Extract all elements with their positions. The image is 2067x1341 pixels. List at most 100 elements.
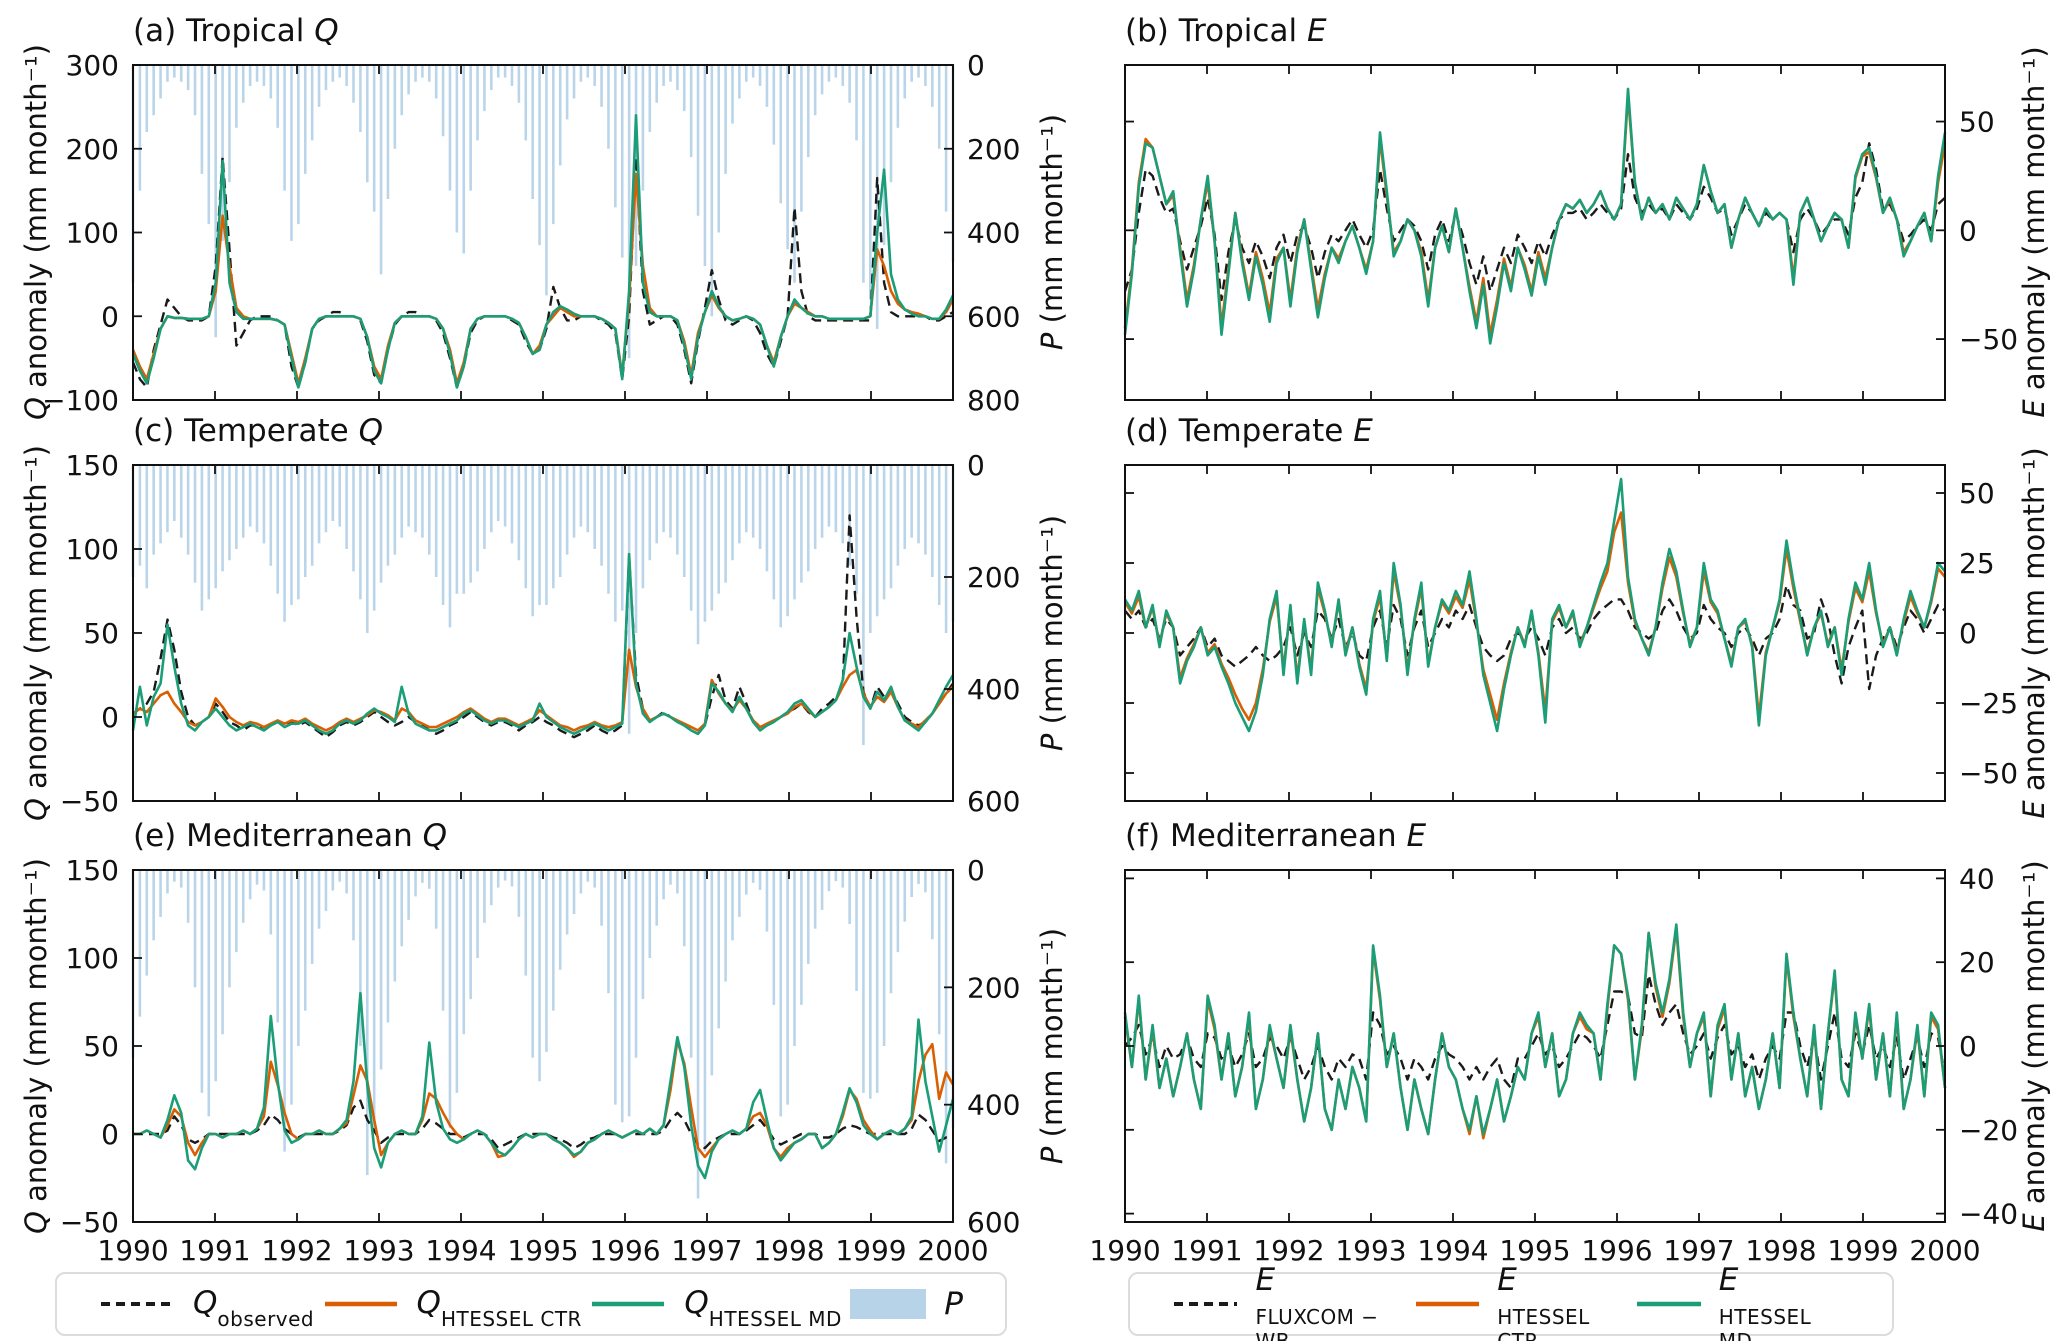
svg-text:1998: 1998	[1745, 1234, 1816, 1267]
svg-text:600: 600	[967, 1206, 1020, 1239]
panel-d-chart: 50 25 0 −25 −50	[1123, 464, 2018, 802]
svg-text:0: 0	[1959, 617, 1977, 650]
precip-patch-swatch-icon	[850, 1289, 927, 1319]
panel-f-title: (f) Mediterranean E	[1125, 818, 1427, 854]
legend-item-e-fluxcom-wb: EFLUXCOM − WB	[1172, 1262, 1414, 1341]
legend-item-q-observed: Qobserved	[99, 1284, 315, 1331]
svg-text:800: 800	[967, 384, 1020, 417]
e-axis-label-row1: E anomaly (mm month⁻¹)	[2017, 46, 2051, 418]
orange-line-swatch-icon	[324, 1301, 397, 1307]
svg-text:1991: 1991	[179, 1234, 250, 1267]
e-axis-label-row3: E anomaly (mm month⁻¹)	[2017, 860, 2051, 1232]
svg-text:0: 0	[101, 701, 119, 734]
svg-text:−40: −40	[1959, 1198, 2018, 1231]
legend-label: QHTESSEL CTR	[416, 1284, 582, 1331]
svg-text:0: 0	[101, 1118, 119, 1151]
svg-text:1995: 1995	[507, 1234, 578, 1267]
legend-left: Qobserved QHTESSEL CTR QHTESSEL MD P	[55, 1272, 1007, 1336]
svg-text:−100: −100	[42, 384, 119, 417]
legend-label: EHTESSEL CTR	[1497, 1262, 1590, 1341]
q-axis-label-row3: Q anomaly (mm month⁻¹)	[19, 858, 53, 1234]
svg-text:0: 0	[101, 300, 119, 333]
svg-text:1990: 1990	[97, 1234, 168, 1267]
legend-item-e-htessel-ctr: EHTESSEL CTR	[1414, 1262, 1635, 1341]
panel-b-title: (b) Tropical E	[1125, 13, 1327, 49]
svg-text:1990: 1990	[1089, 1234, 1160, 1267]
svg-text:400: 400	[967, 217, 1020, 250]
p-axis-label-row3: P (mm month⁻¹)	[1035, 927, 1069, 1165]
panel-f-chart: 1990 1991 1992 1993 1994 1995 1996 1997 1998 1999…	[1089, 862, 2018, 1267]
q-axis-label-row2: Q anomaly (mm month⁻¹)	[19, 445, 53, 821]
svg-text:1997: 1997	[671, 1234, 742, 1267]
panel-a-chart: 300 200 100 0 −100 0 200 400 600 800	[42, 49, 1020, 417]
svg-text:150: 150	[66, 854, 119, 887]
legend-item-precip: P	[850, 1286, 963, 1322]
svg-text:−20: −20	[1959, 1114, 2018, 1147]
svg-text:−50: −50	[60, 1206, 119, 1239]
svg-text:50: 50	[83, 1030, 119, 1063]
svg-text:−50: −50	[60, 785, 119, 818]
green-line-swatch-icon	[592, 1301, 665, 1307]
svg-text:600: 600	[967, 300, 1020, 333]
svg-text:1991: 1991	[1171, 1234, 1242, 1267]
panel-c-title: (c) Temperate Q	[133, 413, 384, 449]
legend-label: P	[944, 1286, 963, 1322]
dashed-line-swatch-icon	[101, 1302, 173, 1306]
svg-text:1995: 1995	[1499, 1234, 1570, 1267]
svg-text:1999: 1999	[835, 1234, 906, 1267]
legend-label: Qobserved	[193, 1284, 315, 1331]
svg-text:25: 25	[1959, 547, 1995, 580]
svg-text:0: 0	[1959, 214, 1977, 247]
svg-text:2000: 2000	[917, 1234, 988, 1267]
svg-text:600: 600	[967, 785, 1020, 818]
svg-text:100: 100	[66, 533, 119, 566]
svg-text:50: 50	[83, 617, 119, 650]
legend-right: EFLUXCOM − WB EHTESSEL CTR EHTESSEL MD	[1128, 1262, 1894, 1341]
legend-label: EHTESSEL MD	[1718, 1262, 1812, 1341]
svg-text:1997: 1997	[1663, 1234, 1734, 1267]
panel-c-chart: 150 100 50 0 −50 0 200 400 600	[60, 449, 1021, 818]
orange-line-swatch-icon	[1415, 1301, 1480, 1307]
svg-text:1998: 1998	[753, 1234, 824, 1267]
legend-item-e-htessel-md: EHTESSEL MD	[1635, 1262, 1850, 1341]
green-line-swatch-icon	[1637, 1301, 1701, 1307]
svg-text:50: 50	[1959, 106, 1995, 139]
svg-text:200: 200	[967, 133, 1020, 166]
svg-text:2000: 2000	[1909, 1234, 1980, 1267]
svg-text:100: 100	[66, 942, 119, 975]
svg-text:100: 100	[66, 217, 119, 250]
legend-label: EFLUXCOM − WB	[1255, 1262, 1379, 1341]
svg-text:300: 300	[66, 49, 119, 82]
svg-text:200: 200	[967, 971, 1020, 1004]
svg-text:1999: 1999	[1827, 1234, 1898, 1267]
svg-text:1996: 1996	[589, 1234, 660, 1267]
panel-e-chart: 1990 1991 1992 1993 1994 1995 1996 1997 1998 1999…	[60, 854, 1021, 1267]
svg-text:1993: 1993	[1335, 1234, 1406, 1267]
svg-text:0: 0	[967, 49, 985, 82]
p-axis-label-row1: P (mm month⁻¹)	[1035, 113, 1069, 351]
legend-item-q-htessel-ctr: QHTESSEL CTR	[323, 1284, 582, 1331]
svg-text:−50: −50	[1959, 323, 2018, 356]
svg-text:1992: 1992	[1253, 1234, 1324, 1267]
panel-e-title: (e) Mediterranean Q	[133, 818, 448, 854]
q-axis-label-row1: Q anomaly (mm month⁻¹)	[19, 44, 53, 420]
svg-text:400: 400	[967, 673, 1020, 706]
svg-text:−50: −50	[1959, 757, 2018, 790]
svg-text:−25: −25	[1959, 687, 2018, 720]
svg-text:0: 0	[967, 449, 985, 482]
svg-text:50: 50	[1959, 477, 1995, 510]
svg-text:1994: 1994	[1417, 1234, 1488, 1267]
svg-text:400: 400	[967, 1089, 1020, 1122]
svg-text:0: 0	[1959, 1030, 1977, 1063]
svg-text:200: 200	[66, 133, 119, 166]
panel-a-title: (a) Tropical Q	[133, 13, 339, 49]
svg-text:0: 0	[967, 854, 985, 887]
svg-text:40: 40	[1959, 862, 1995, 895]
svg-text:1994: 1994	[425, 1234, 496, 1267]
svg-text:20: 20	[1959, 946, 1995, 979]
p-axis-label-row2: P (mm month⁻¹)	[1035, 514, 1069, 752]
panel-b-chart: 50 0 −50	[1123, 64, 2018, 401]
svg-text:150: 150	[66, 449, 119, 482]
legend-item-q-htessel-md: QHTESSEL MD	[590, 1285, 841, 1331]
